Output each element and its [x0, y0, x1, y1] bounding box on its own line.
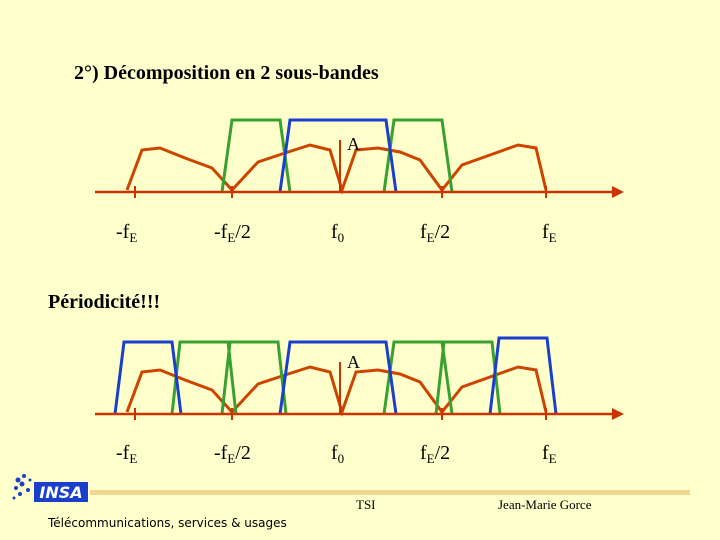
top-highband-right [382, 118, 454, 193]
footer-divider [90, 490, 690, 495]
footer-author: Jean-Marie Gorce [498, 497, 592, 512]
top-freq-label-fe-half: fE/2 [420, 221, 451, 245]
top-spectrum-curve [125, 143, 548, 195]
insa-logo-icon: INSA [12, 474, 88, 502]
bottom-lowband [278, 340, 398, 415]
bottom-lowband [488, 336, 558, 415]
arrow-right-icon [612, 408, 624, 420]
bottom-freq-label-fe: fE [542, 442, 557, 466]
top-lowband-center [278, 118, 398, 193]
bottom-amplitude-label: A [347, 352, 360, 372]
footer-center-label: TSI [356, 497, 376, 512]
top-diagram [95, 118, 624, 198]
top-freq-label-neg-fe-half: -fE/2 [214, 221, 251, 245]
bottom-freq-label-neg-fe-half: -fE/2 [214, 442, 251, 466]
bottom-lowband [113, 340, 183, 415]
top-amplitude-label: A [347, 134, 360, 154]
bottom-highband [382, 340, 454, 415]
bottom-spectrum-curve [125, 365, 548, 417]
top-freq-label-f0: f0 [331, 221, 345, 245]
slide-title: 2°) Décomposition en 2 sous-bandes [74, 62, 379, 84]
logo-text: INSA [39, 483, 82, 502]
bottom-freq-label-f0: f0 [331, 442, 345, 466]
bottom-freq-label-fe-half: fE/2 [420, 442, 451, 466]
footer-department: Télécommunications, services & usages [48, 516, 287, 530]
bottom-highband [220, 340, 288, 415]
bottom-diagram [95, 336, 624, 420]
bottom-highband [434, 340, 502, 415]
top-freq-label-neg-fe: -fE [116, 221, 138, 245]
bottom-freq-label-neg-fe: -fE [116, 442, 138, 466]
arrow-right-icon [612, 186, 624, 198]
periodicity-note: Périodicité!!! [48, 291, 161, 313]
top-freq-label-fe: fE [542, 221, 557, 245]
